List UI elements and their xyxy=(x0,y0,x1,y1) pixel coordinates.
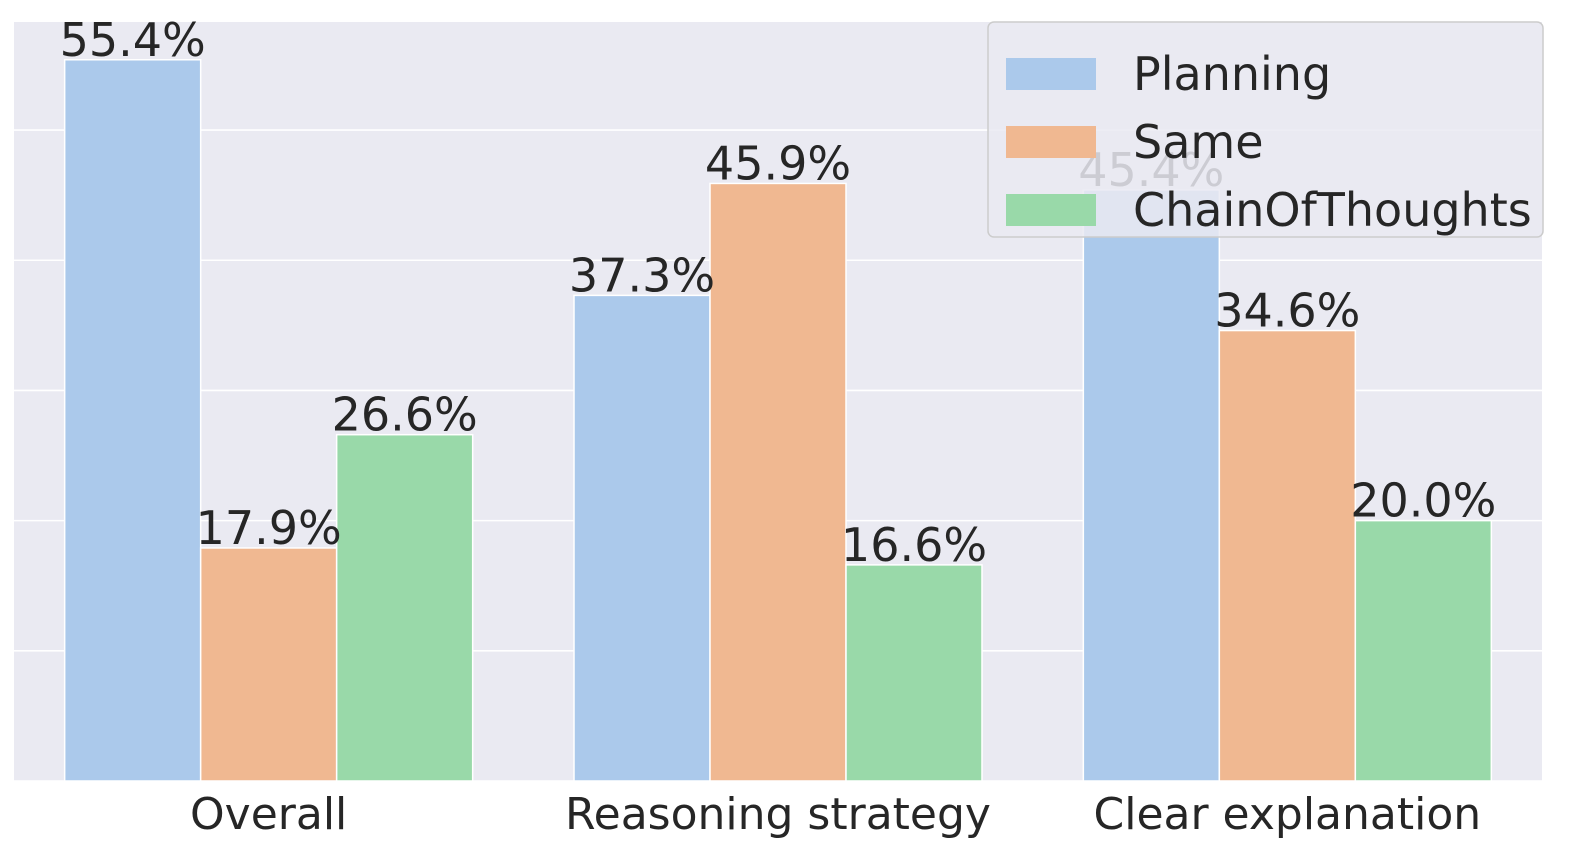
data-label: 55.4% xyxy=(60,13,206,67)
bar-planning-1 xyxy=(573,294,711,782)
x-axis-tick-labels: Overall Reasoning strategy Clear explanati… xyxy=(190,789,1481,840)
data-label: 20.0% xyxy=(1350,474,1496,528)
data-label: 26.6% xyxy=(332,388,478,442)
legend-swatch xyxy=(1006,126,1096,158)
x-tick-label: Reasoning strategy xyxy=(565,789,991,840)
data-label: 17.9% xyxy=(196,501,342,555)
legend-swatch xyxy=(1006,194,1096,226)
legend-label: Planning xyxy=(1133,47,1331,101)
legend-label: ChainOfThoughts xyxy=(1133,183,1532,237)
bar-chainofthoughts-2 xyxy=(1354,519,1493,782)
data-label: 34.6% xyxy=(1214,284,1360,338)
x-tick-label: Overall xyxy=(190,789,347,840)
bar-planning-0 xyxy=(63,59,202,782)
bars xyxy=(63,59,1493,782)
legend-swatch xyxy=(1006,58,1096,90)
data-label: 45.9% xyxy=(705,136,851,190)
bar-planning-2 xyxy=(1082,189,1221,782)
data-label: 37.3% xyxy=(569,248,715,302)
bar-same-0 xyxy=(199,547,338,782)
legend: Planning Same ChainOfThoughts xyxy=(987,21,1544,238)
bar-chainofthoughts-0 xyxy=(335,433,474,782)
legend-box xyxy=(987,21,1544,238)
legend-label: Same xyxy=(1133,115,1264,169)
bar-same-2 xyxy=(1218,329,1357,782)
bar-chainofthoughts-1 xyxy=(845,564,983,782)
x-tick-label: Clear explanation xyxy=(1094,789,1482,840)
data-label: 16.6% xyxy=(841,518,987,572)
bar-same-1 xyxy=(709,182,847,782)
